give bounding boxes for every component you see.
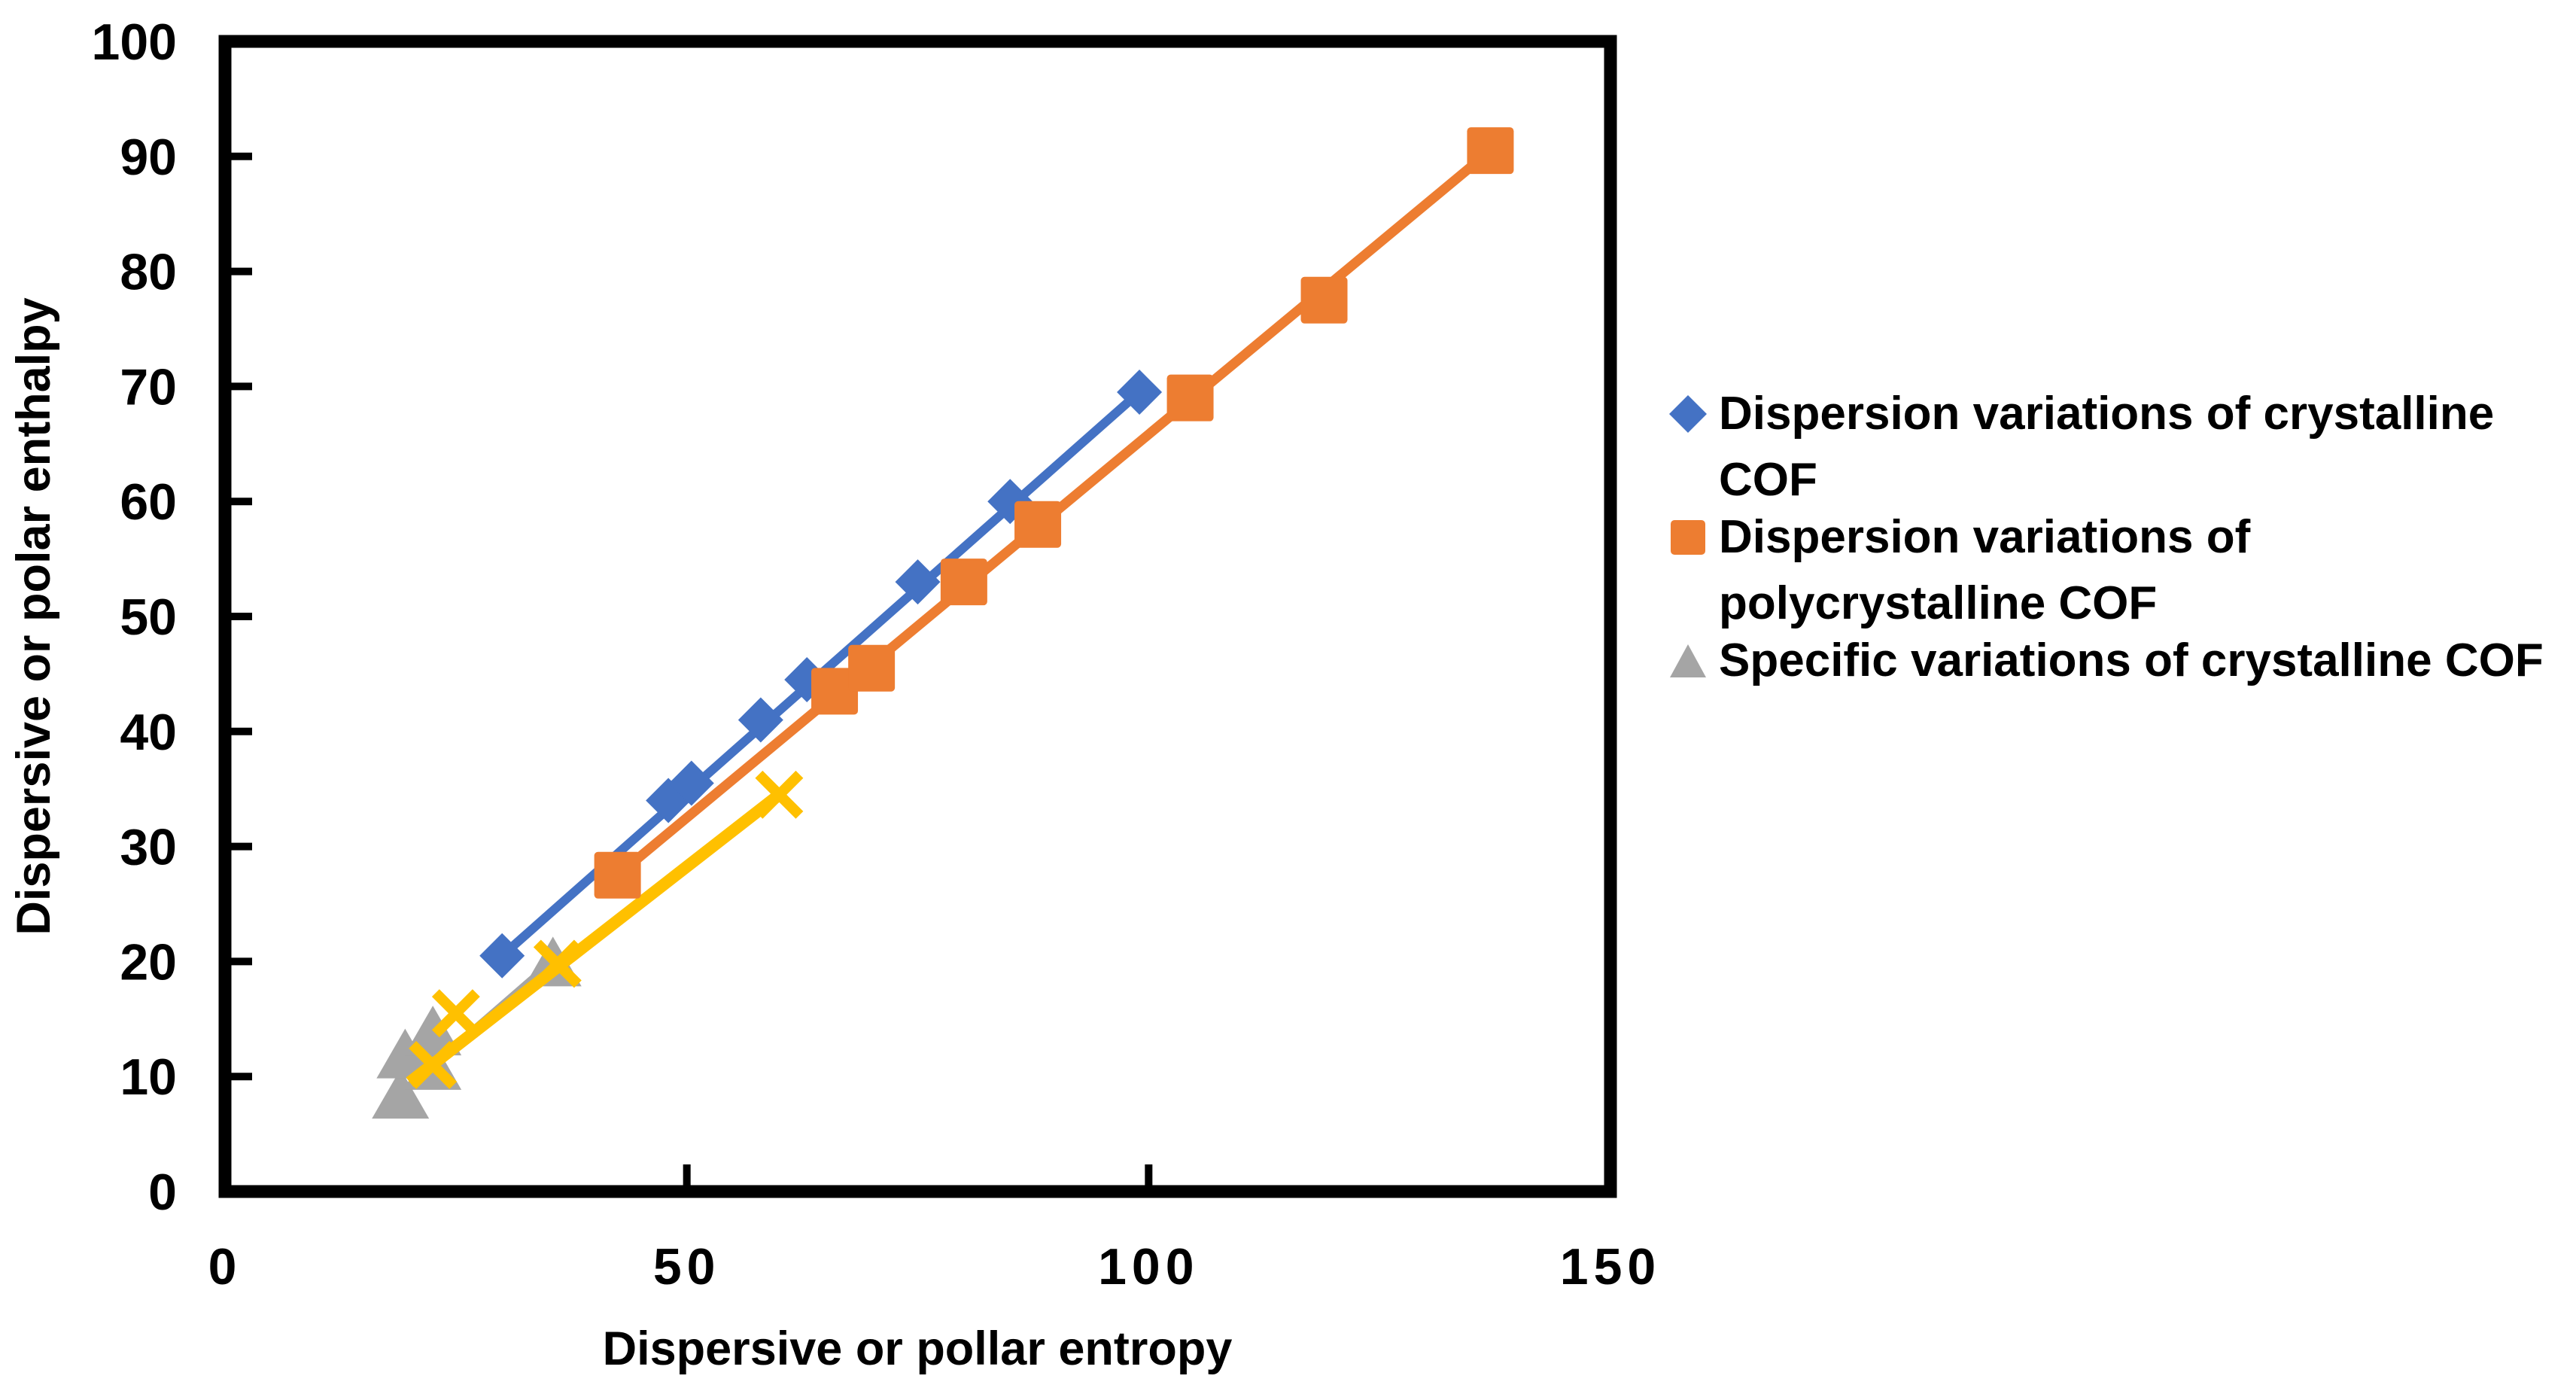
data-point-series-3 [409, 1040, 458, 1089]
data-point-series-0 [668, 760, 714, 806]
plot-border [218, 35, 1617, 1198]
legend-item-label: Specific variations of crystalline COF [1719, 635, 2544, 686]
data-point-series-0 [895, 559, 941, 605]
data-point-series-3 [431, 989, 480, 1038]
diamond-legend-icon [1669, 381, 1707, 447]
legend: Dispersion variations of crystalline COF D… [1669, 381, 2565, 694]
data-point-series-2 [372, 1069, 430, 1119]
x-tick-label: 150 [1560, 1238, 1661, 1295]
y-tick-label: 90 [120, 129, 177, 186]
legend-item: Specific variations of crystalline COF [1669, 628, 2565, 694]
trendline-series-3 [406, 790, 783, 1088]
data-point-series-3 [755, 770, 804, 819]
y-tick-label: 10 [120, 1049, 177, 1106]
x-axis-title: Dispersive or pollar entropy [602, 1322, 1233, 1375]
data-point-series-1 [1300, 276, 1348, 324]
legend-item-label: Dispersion variations of polycrystalline … [1719, 511, 2251, 629]
legend-item: Dispersion variations of polycrystalline … [1669, 504, 2565, 637]
data-point-series-0 [1117, 370, 1163, 415]
data-point-series-0 [738, 697, 783, 743]
data-point-series-1 [1166, 374, 1214, 422]
y-tick-label: 50 [120, 589, 177, 646]
y-tick-label: 30 [120, 819, 177, 876]
data-point-series-1 [1467, 127, 1514, 175]
y-tick-label: 100 [92, 14, 177, 71]
y-tick-label: 20 [120, 933, 177, 991]
x-tick-label: 0 [208, 1238, 242, 1295]
square-legend-icon [1669, 504, 1707, 571]
data-point-series-1 [811, 668, 859, 715]
y-axis-title: Dispersive or polar enthalpy [8, 297, 60, 936]
y-tick-label: 70 [120, 358, 177, 415]
x-tick-label: 50 [653, 1238, 721, 1295]
y-tick-label: 80 [120, 244, 177, 301]
data-point-series-1 [848, 644, 896, 692]
data-point-series-1 [594, 851, 641, 899]
triangle-legend-icon [1669, 628, 1707, 694]
legend-item-label: Dispersion variations of crystalline COF [1719, 388, 2495, 506]
y-tick-label: 40 [120, 704, 177, 761]
y-tick-label: 60 [120, 473, 177, 531]
data-point-series-0 [479, 933, 525, 979]
y-tick-label: 0 [148, 1164, 177, 1221]
data-point-series-1 [1014, 501, 1062, 548]
legend-item: Dispersion variations of crystalline COF [1669, 381, 2565, 513]
x-tick-label: 100 [1098, 1238, 1199, 1295]
data-point-series-1 [940, 559, 987, 606]
data-point-series-3 [533, 939, 582, 988]
